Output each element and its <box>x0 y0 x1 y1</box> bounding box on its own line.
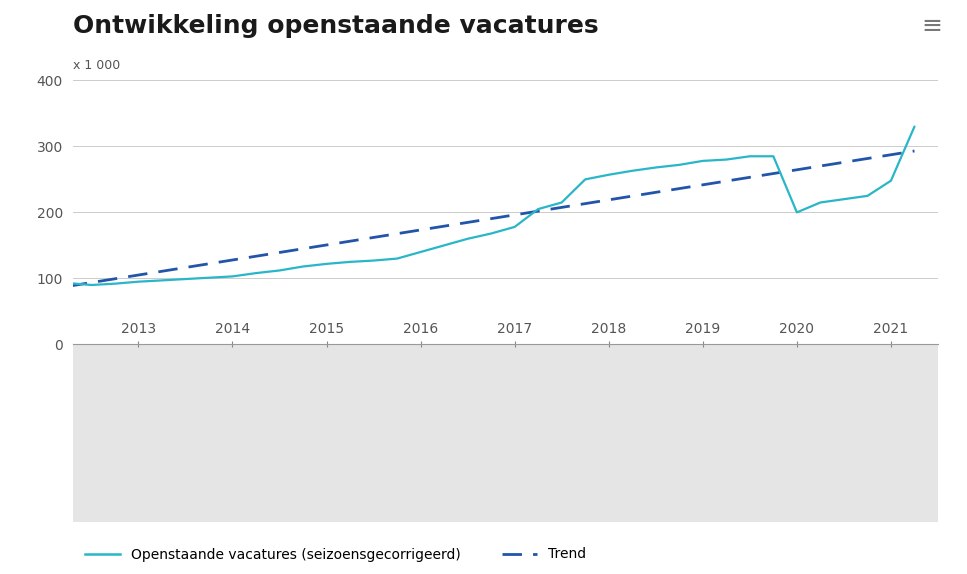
Legend: Openstaande vacatures (seizoensgecorrigeerd), Trend: Openstaande vacatures (seizoensgecorrige… <box>79 542 592 567</box>
Text: x 1 000: x 1 000 <box>73 59 120 72</box>
Text: Ontwikkeling openstaande vacatures: Ontwikkeling openstaande vacatures <box>73 14 599 38</box>
Text: ≡: ≡ <box>922 14 943 38</box>
